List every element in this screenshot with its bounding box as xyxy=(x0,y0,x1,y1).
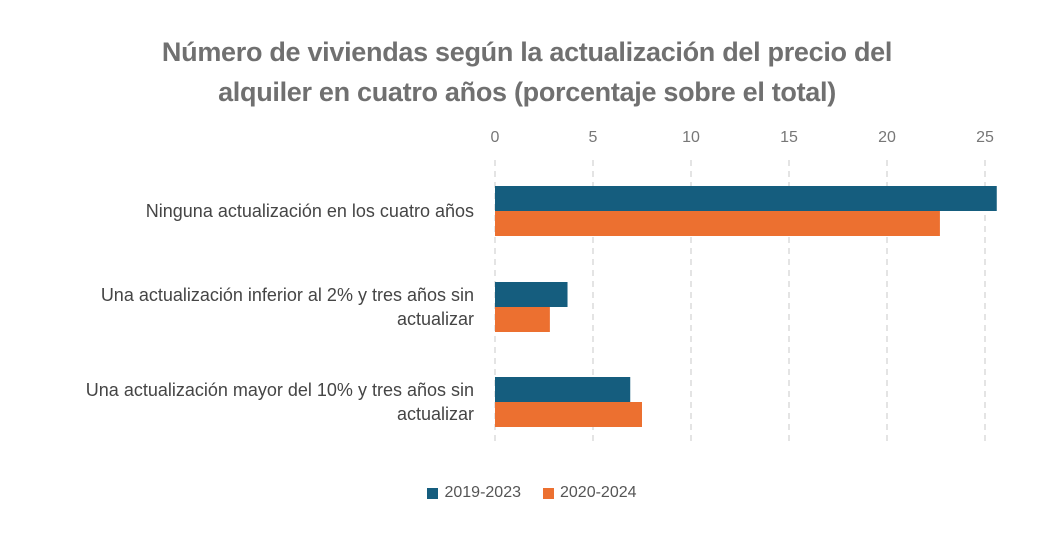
legend-label: 2019-2023 xyxy=(444,484,521,501)
legend-item: 2019-2023 xyxy=(427,484,521,502)
category-label-line: Ninguna actualización en los cuatro años xyxy=(145,201,474,221)
category-label: Una actualización inferior al 2% y tres … xyxy=(14,283,474,331)
bar-2020-2024-0 xyxy=(495,211,940,236)
x-tick-label: 0 xyxy=(491,129,500,146)
legend-label: 2020-2024 xyxy=(560,484,637,501)
legend-item: 2020-2024 xyxy=(543,484,637,502)
category-label-line: actualizar xyxy=(396,404,474,424)
category-label-line: actualizar xyxy=(396,309,474,329)
category-label-line: Una actualización mayor del 10% y tres a… xyxy=(85,380,474,400)
category-label-line: Una actualización inferior al 2% y tres … xyxy=(100,285,474,305)
bar-2019-2023-1 xyxy=(495,282,568,307)
title-line: Número de viviendas según la actualizaci… xyxy=(161,37,893,67)
x-tick-label: 25 xyxy=(976,129,994,146)
bar-2020-2024-2 xyxy=(495,402,642,427)
title-line: alquiler en cuatro años (porcentaje sobr… xyxy=(218,77,836,107)
category-label: Ninguna actualización en los cuatro años xyxy=(14,199,474,223)
bar-2019-2023-0 xyxy=(495,186,997,211)
legend: 2019-2023 2020-2024 xyxy=(0,484,1064,502)
legend-swatch xyxy=(543,487,554,499)
x-tick-label: 10 xyxy=(682,129,700,146)
category-label: Una actualización mayor del 10% y tres a… xyxy=(14,378,474,426)
x-tick-label: 20 xyxy=(878,129,896,146)
bar-2019-2023-2 xyxy=(495,377,631,402)
bar-2020-2024-1 xyxy=(495,307,550,332)
legend-swatch xyxy=(427,487,439,499)
x-tick-label: 15 xyxy=(780,129,798,146)
x-tick-label: 5 xyxy=(589,129,598,146)
chart-title: Número de viviendas según la actualizaci… xyxy=(0,32,1054,112)
